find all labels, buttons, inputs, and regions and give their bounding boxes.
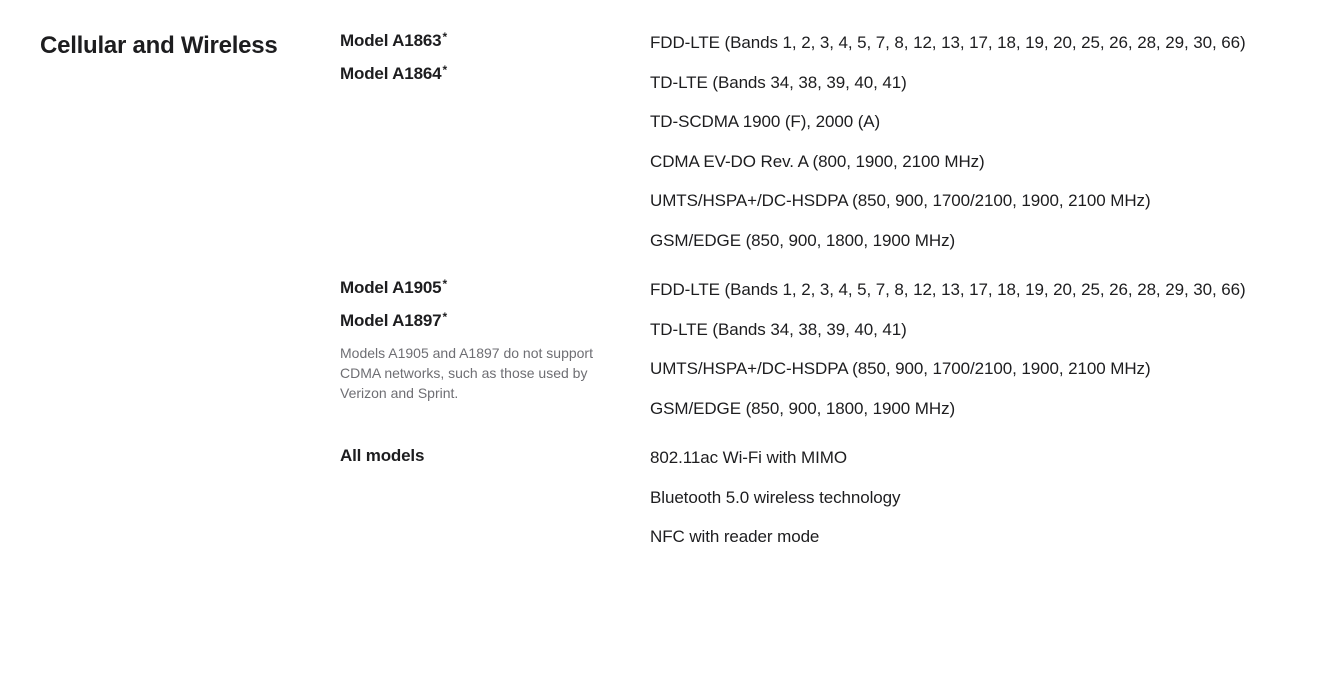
model-label: Model A1897* bbox=[340, 310, 630, 333]
footnote-marker: * bbox=[442, 63, 447, 77]
spec-value: GSM/EDGE (850, 900, 1800, 1900 MHz) bbox=[650, 228, 1280, 254]
model-label: All models bbox=[340, 445, 630, 468]
spec-value: 802.11ac Wi-Fi with MIMO bbox=[650, 445, 1280, 471]
spec-value: FDD-LTE (Bands 1, 2, 3, 4, 5, 7, 8, 12, … bbox=[650, 30, 1280, 56]
spec-value: GSM/EDGE (850, 900, 1800, 1900 MHz) bbox=[650, 396, 1280, 422]
spec-label-column: Model A1863* Model A1864* bbox=[340, 30, 650, 96]
model-label: Model A1905* bbox=[340, 277, 630, 300]
model-text: Model A1897 bbox=[340, 311, 441, 330]
spec-value: UMTS/HSPA+/DC-HSDPA (850, 900, 1700/2100… bbox=[650, 188, 1280, 214]
spec-value: CDMA EV-DO Rev. A (800, 1900, 2100 MHz) bbox=[650, 149, 1280, 175]
model-label: Model A1864* bbox=[340, 63, 630, 86]
spec-label-column: All models bbox=[340, 445, 650, 478]
spec-label-column: Model A1905* Model A1897* Models A1905 a… bbox=[340, 277, 650, 404]
model-note: Models A1905 and A1897 do not support CD… bbox=[340, 343, 630, 404]
footnote-marker: * bbox=[442, 310, 447, 324]
spec-value: TD-SCDMA 1900 (F), 2000 (A) bbox=[650, 109, 1280, 135]
spec-value: Bluetooth 5.0 wireless technology bbox=[650, 485, 1280, 511]
spec-value: UMTS/HSPA+/DC-HSDPA (850, 900, 1700/2100… bbox=[650, 356, 1280, 382]
spec-group: All models 802.11ac Wi-Fi with MIMO Blue… bbox=[340, 445, 1280, 550]
footnote-marker: * bbox=[442, 30, 447, 44]
spec-section: Cellular and Wireless Model A1863* Model… bbox=[40, 30, 1280, 554]
model-text: Model A1863 bbox=[340, 31, 441, 50]
spec-value: NFC with reader mode bbox=[650, 524, 1280, 550]
spec-content: Model A1863* Model A1864* FDD-LTE (Bands… bbox=[340, 30, 1280, 554]
model-text: Model A1905 bbox=[340, 278, 441, 297]
model-label: Model A1863* bbox=[340, 30, 630, 53]
spec-group: Model A1863* Model A1864* FDD-LTE (Bands… bbox=[340, 30, 1280, 253]
section-title: Cellular and Wireless bbox=[40, 30, 340, 61]
spec-value-column: 802.11ac Wi-Fi with MIMO Bluetooth 5.0 w… bbox=[650, 445, 1280, 550]
model-text: All models bbox=[340, 446, 424, 465]
footnote-marker: * bbox=[442, 277, 447, 291]
spec-value: TD-LTE (Bands 34, 38, 39, 40, 41) bbox=[650, 317, 1280, 343]
spec-value: FDD-LTE (Bands 1, 2, 3, 4, 5, 7, 8, 12, … bbox=[650, 277, 1280, 303]
spec-group: Model A1905* Model A1897* Models A1905 a… bbox=[340, 277, 1280, 421]
model-text: Model A1864 bbox=[340, 64, 441, 83]
spec-value-column: FDD-LTE (Bands 1, 2, 3, 4, 5, 7, 8, 12, … bbox=[650, 30, 1280, 253]
spec-value: TD-LTE (Bands 34, 38, 39, 40, 41) bbox=[650, 70, 1280, 96]
spec-value-column: FDD-LTE (Bands 1, 2, 3, 4, 5, 7, 8, 12, … bbox=[650, 277, 1280, 421]
